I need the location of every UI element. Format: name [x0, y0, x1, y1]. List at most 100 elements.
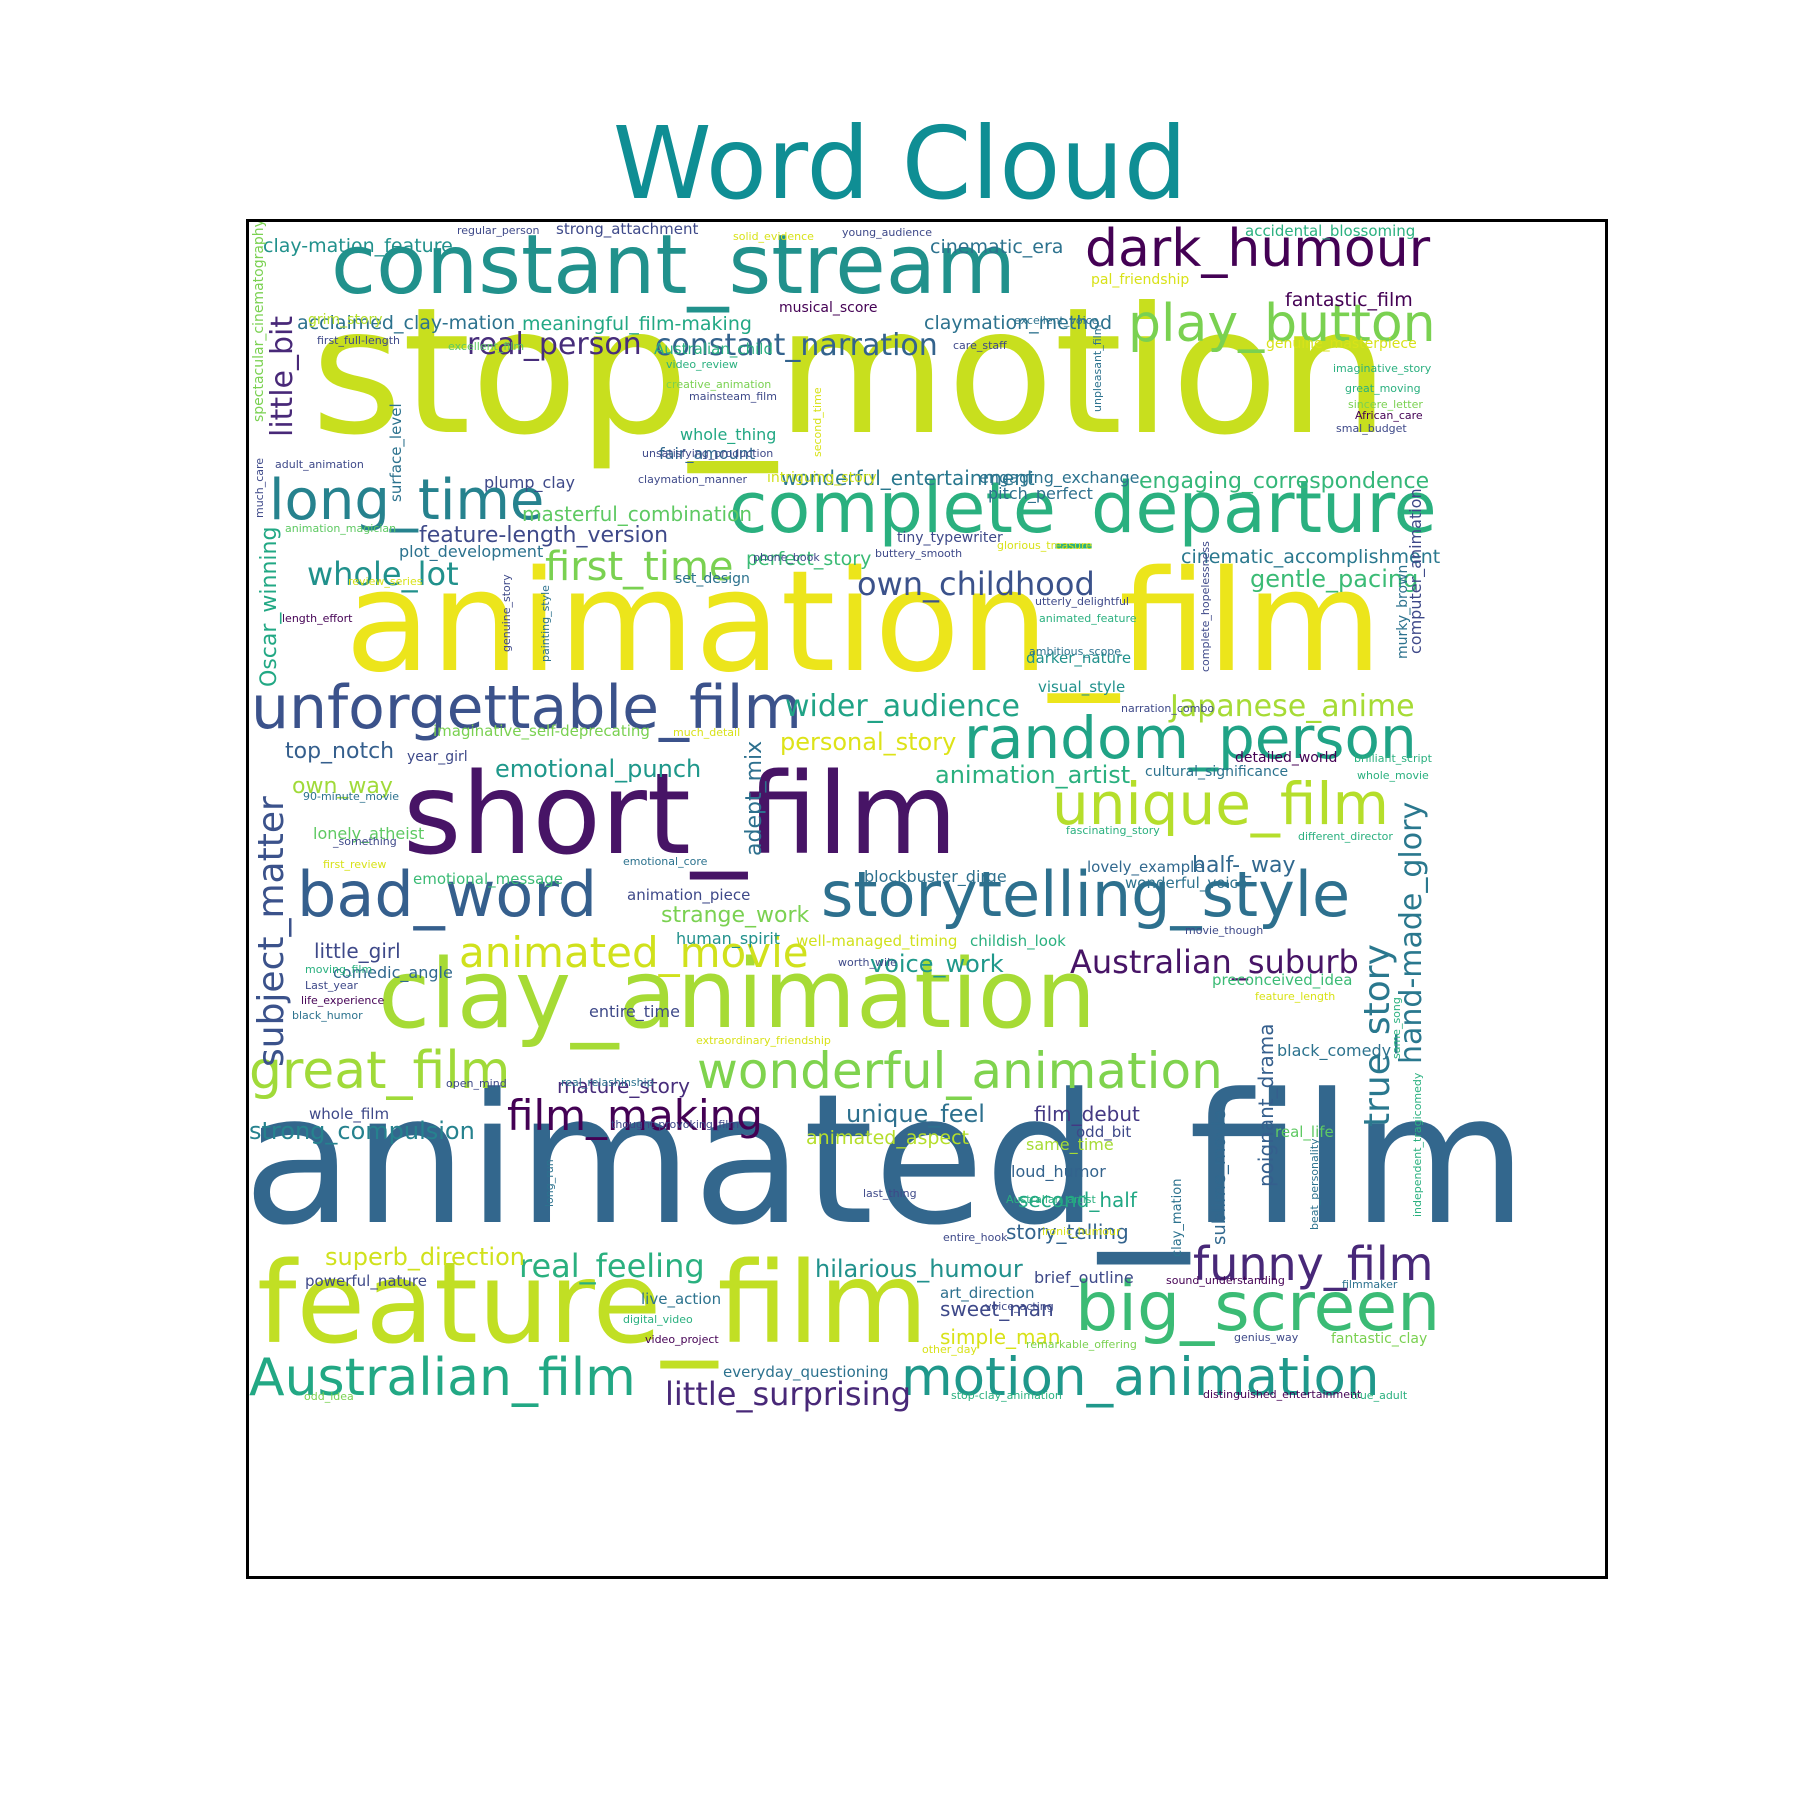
word-brief-outline: brief_outline: [1034, 1268, 1134, 1288]
word-short-film: short_film: [403, 750, 958, 880]
word-video-project: video_project: [645, 1333, 719, 1346]
word-strange-work: strange_work: [661, 903, 810, 928]
word-emotional-message: emotional_message: [413, 870, 563, 889]
word-intriguing-story: intriguing_story: [767, 470, 877, 486]
word-ambitious-scope: ambitious_scope: [1029, 645, 1121, 658]
word-buttery-smooth: buttery_smooth: [875, 547, 962, 560]
word-phone-book: phone_book: [753, 551, 820, 564]
word-powerful-nature: powerful_nature: [305, 1272, 427, 1291]
word-movie-though: movie_though: [1185, 924, 1263, 937]
word-animated-aspect: animated_aspect: [806, 1127, 969, 1149]
word-young-audience: young_audience: [842, 226, 932, 239]
word-whole-film: whole_film: [309, 1105, 389, 1124]
word-sublime-movie: sublime_movie: [1209, 1110, 1230, 1245]
word-genuine-masterpiece: genuine_masterpiece: [1266, 336, 1417, 352]
word-voice-acting: voice_acting: [985, 1300, 1054, 1313]
word-different-director: different_director: [1298, 830, 1393, 843]
word-childish-look: childish_look: [970, 932, 1066, 951]
word-genius-way: genius_way: [1234, 1331, 1299, 1344]
word-fantastic-clay: fantastic_clay: [1331, 1331, 1427, 1347]
word-long-time: long_time: [269, 468, 544, 533]
word-bad-word: bad_word: [297, 858, 597, 931]
word-wonderful-animation: wonderful_animation: [697, 1042, 1223, 1100]
word-life-experience: life_experience: [301, 994, 384, 1007]
word-sweet-man: sweet_man: [940, 1297, 1054, 1321]
word-care-staff: care_staff: [953, 339, 1007, 352]
word-african-care: African_care: [1355, 409, 1423, 422]
word-unpleasant-film: unpleasant_film: [1091, 325, 1104, 412]
word-cinematic-accomplishment: cinematic_accomplishment: [1181, 546, 1440, 568]
word-dark-humour: dark_humour: [1085, 222, 1431, 279]
word-engaging-exchange: engaging_exchange: [979, 468, 1139, 488]
word-engaging-correspondence: engaging_correspondence: [1139, 469, 1429, 494]
word-narration-combo: narration_combo: [1121, 702, 1214, 715]
word-independent-tragicomedy: independent_tragicomedy: [1411, 1072, 1424, 1217]
word-long-run: long_run: [543, 1159, 556, 1207]
word-true-story: true_story: [1357, 944, 1398, 1127]
word-animation-artist: animation_artist: [935, 761, 1130, 789]
word-animation-film: animation_film: [345, 541, 1382, 704]
word-whole-movie: whole_movie: [1357, 769, 1429, 782]
word-spectacular-cinematography: spectacular_cinematography: [251, 222, 267, 422]
word-imaginative-story: imaginative_story: [1333, 362, 1432, 375]
word-emotional-core: emotional_core: [623, 855, 708, 868]
word-much-care: much_care: [253, 458, 266, 518]
word-unsatisfying-production: unsatisfying_production: [642, 447, 773, 460]
word-lovely-example: lovely_example: [1087, 858, 1204, 877]
word-whole-lot: whole_lot: [307, 555, 459, 593]
word-glorious-treasure: glorious_treasure: [997, 539, 1092, 552]
word-solid-evidence: solid_evidence: [733, 230, 814, 243]
word-lonely-atheist: lonely_atheist: [313, 824, 424, 844]
word-second-half: second_half: [1018, 1188, 1138, 1212]
word-feature-length: feature_length: [1255, 990, 1335, 1003]
word-half-way: half-_way: [1192, 853, 1296, 878]
word-excellent-film: excellent_film: [448, 340, 524, 353]
word-feature-length-version: feature-length_version: [419, 523, 668, 548]
word-ironic-humour: ironic_humour: [1042, 1225, 1121, 1238]
word-masterful-combination: masterful_combination: [522, 502, 752, 526]
word-clay-mation: clay_mation: [1170, 1179, 1185, 1257]
word-subject-matter: subject_matter: [251, 796, 292, 1067]
word-visual-style: visual_style: [1038, 678, 1125, 697]
word-strong-attachment: strong_attachment: [556, 222, 698, 239]
word-set-design: set_design: [675, 571, 750, 587]
word-little-bit: little_bit: [265, 316, 300, 437]
word-little-surprising: little_surprising: [665, 1375, 911, 1413]
word-wonderful-entertainment: wonderful_entertainment: [781, 466, 1035, 490]
word-year-girl: year_girl: [407, 749, 468, 765]
word-something: _something: [332, 835, 397, 848]
word-animated-film: animated_film: [249, 1056, 1527, 1265]
word-constant-stream: constant_stream: [331, 222, 1016, 313]
word-unforgettable-film: unforgettable_film: [251, 673, 802, 743]
word-stop-motion: stop_motion: [311, 271, 1389, 474]
word-pitch-perfect: pitch_perfect: [988, 484, 1093, 504]
word-review-series: review_series: [348, 575, 423, 588]
word-great-moving: great_moving: [1345, 382, 1421, 395]
word-emotional-punch: emotional_punch: [495, 755, 701, 783]
word-odd-idea: odd_idea: [304, 1390, 354, 1403]
word-funny-film: funny_film: [1193, 1237, 1433, 1291]
word-superb-direction: superb_direction: [325, 1243, 525, 1271]
word-well-managed-timing: well-managed_timing: [796, 932, 957, 951]
word-whole-thing: whole_thing: [680, 425, 776, 445]
word-play-button: play_button: [1128, 294, 1436, 354]
word-simple-man: simple_man: [940, 1325, 1060, 1349]
word-video-review: video_review: [666, 358, 738, 371]
word-plump-clay: plump_clay: [484, 473, 575, 493]
word-complete-departure: complete_departure: [729, 467, 1437, 549]
word-acclaimed-clay-mation: acclaimed_clay-mation: [297, 312, 515, 334]
word-cultural-significance: cultural_significance: [1145, 764, 1288, 780]
word-black-comedy: black_comedy: [1277, 1041, 1391, 1061]
word-unique-film: unique_film: [1052, 770, 1389, 838]
word-big-screen: big_screen: [1075, 1268, 1440, 1347]
word-accidental-blossoming: accidental_blossoming: [1245, 222, 1415, 241]
word-mature-story: mature_story: [557, 1074, 690, 1098]
word-clay-mation-feature: clay-mation_feature: [263, 235, 453, 257]
word-grim-story: grim_story: [308, 312, 383, 328]
word-entire-time: entire_time: [589, 1002, 680, 1022]
word-fascinating-story: fascinating_story: [1066, 824, 1160, 837]
word-australian-artist: Australian_artist: [1006, 1193, 1096, 1206]
word-musical-score: musical_score: [779, 300, 877, 316]
word-little-girl: little_girl: [314, 939, 401, 963]
word-brilliant-script: brilliant_script: [1354, 752, 1433, 765]
